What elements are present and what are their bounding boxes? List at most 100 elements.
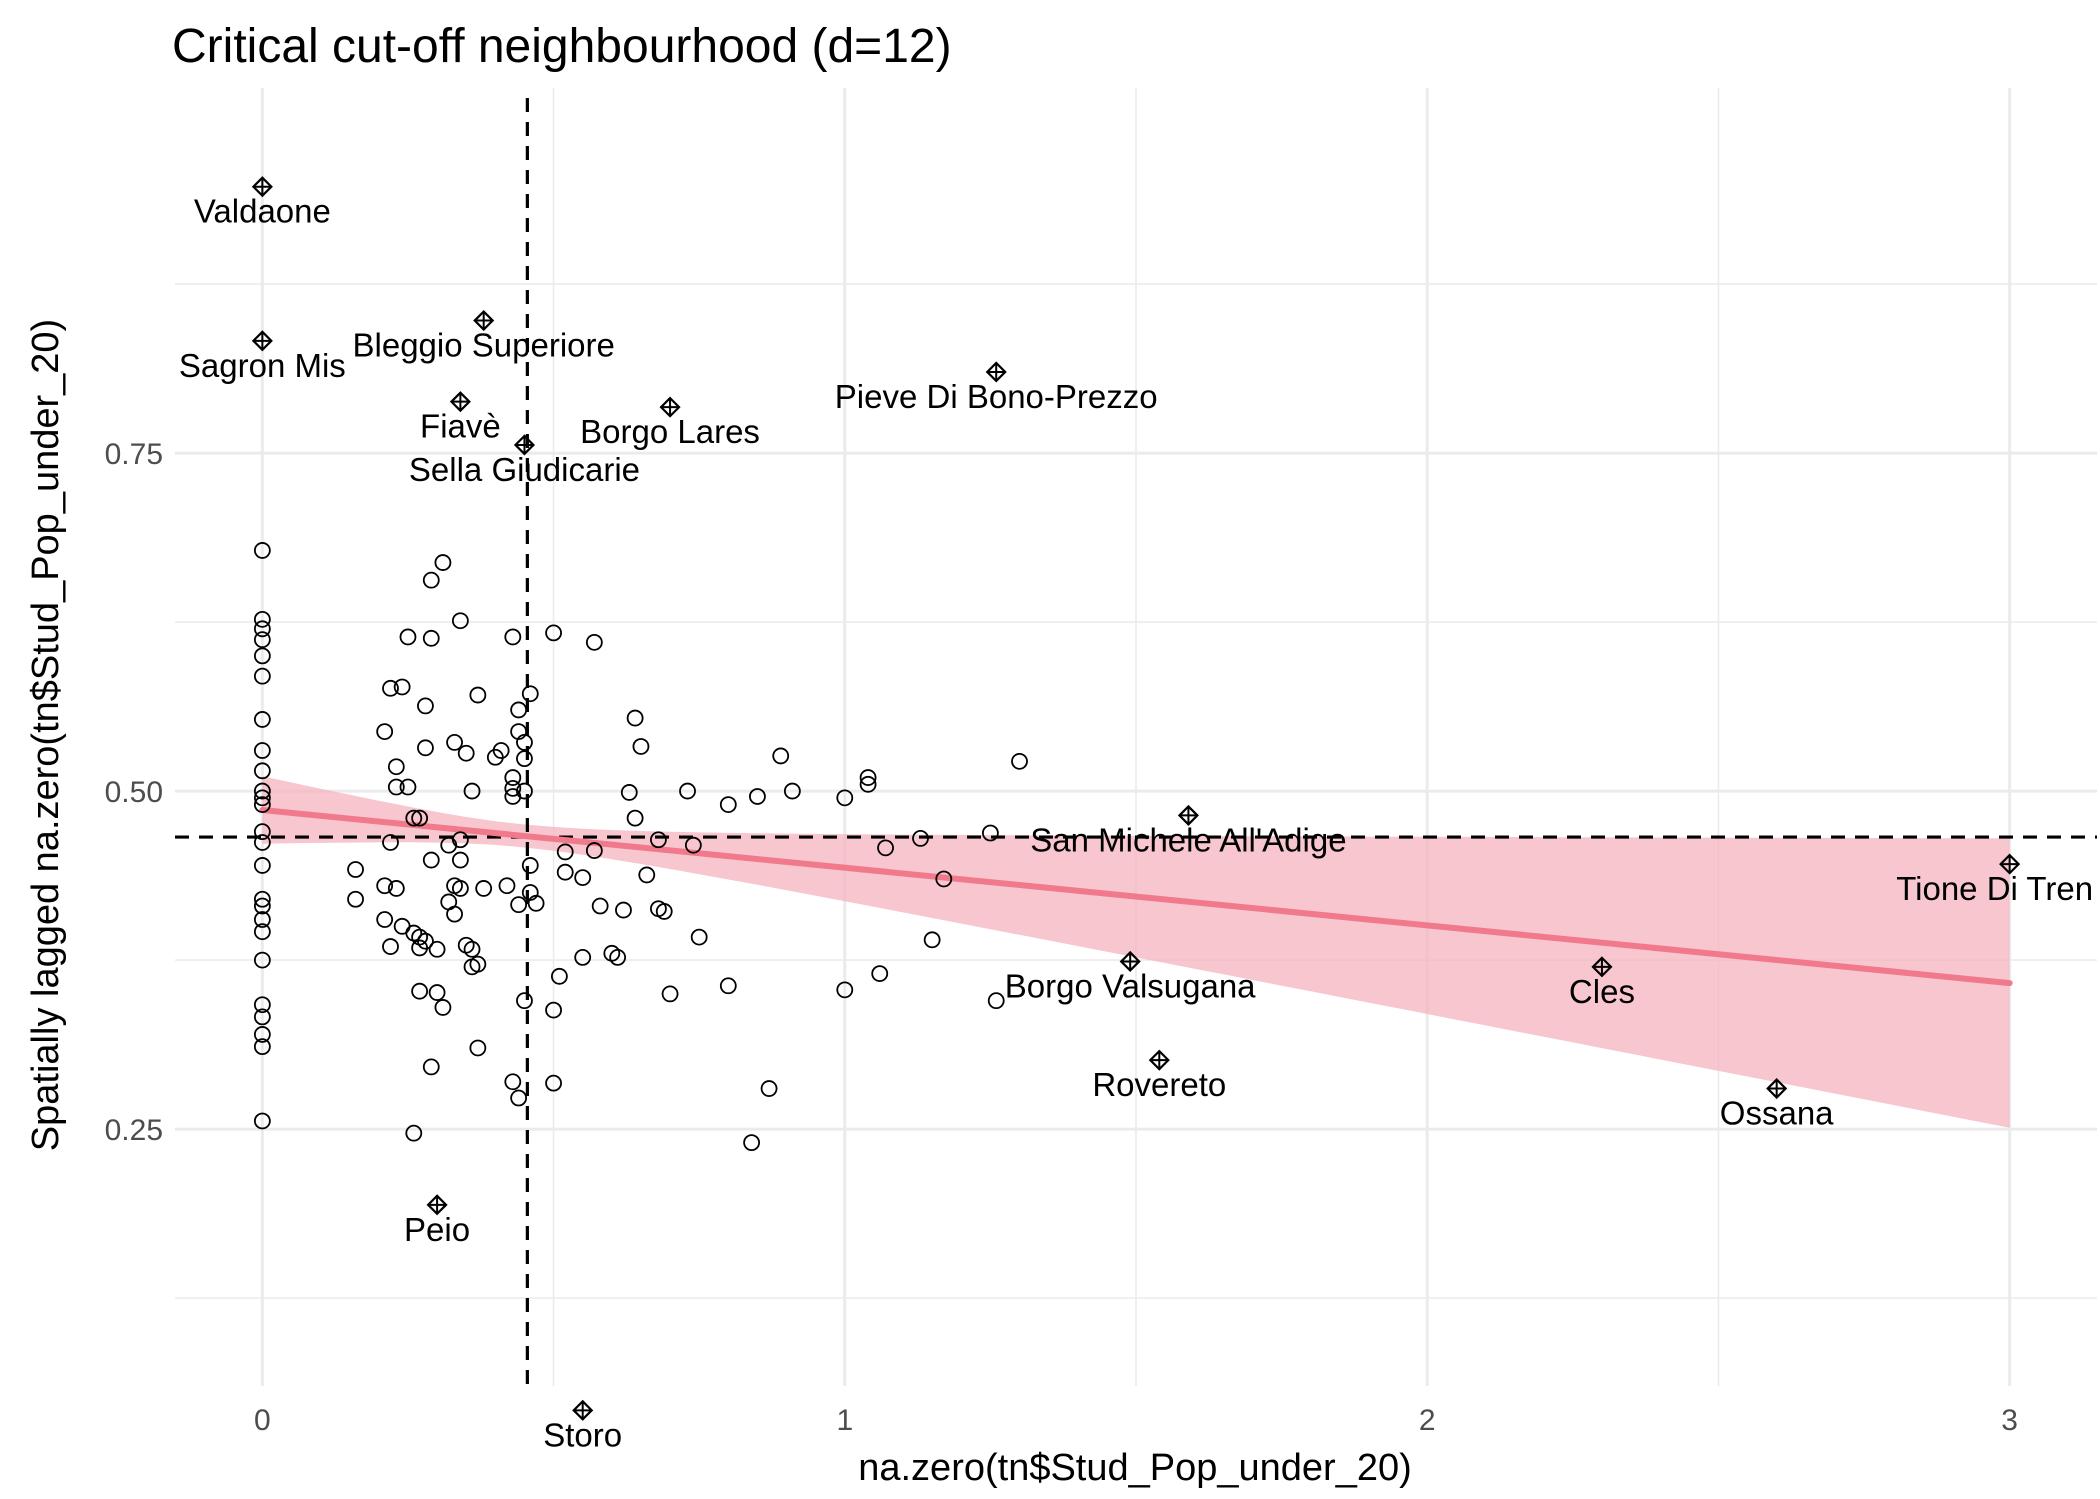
data-point bbox=[609, 948, 627, 966]
data-point bbox=[510, 701, 528, 719]
point-label: Valdaone bbox=[194, 193, 331, 230]
data-point bbox=[504, 1073, 522, 1091]
influential-point bbox=[251, 176, 273, 198]
data-point bbox=[877, 839, 894, 857]
data-point bbox=[382, 938, 399, 955]
data-point bbox=[772, 747, 790, 765]
data-point bbox=[457, 744, 475, 762]
point-label: Borgo Valsugana bbox=[1005, 967, 1256, 1004]
data-point bbox=[422, 571, 440, 589]
data-point bbox=[679, 782, 696, 800]
regression-line bbox=[259, 807, 2013, 987]
data-point bbox=[556, 843, 574, 861]
data-point bbox=[684, 836, 702, 854]
data-point bbox=[661, 985, 679, 1003]
data-point bbox=[253, 789, 271, 807]
data-point bbox=[253, 742, 271, 759]
data-point bbox=[422, 851, 440, 869]
data-point bbox=[463, 782, 481, 800]
data-point bbox=[545, 1074, 562, 1092]
influential-point bbox=[1148, 1049, 1170, 1071]
influential-point bbox=[1591, 956, 1613, 978]
data-point bbox=[615, 901, 632, 919]
influential-point bbox=[985, 361, 1007, 383]
data-point bbox=[498, 877, 516, 895]
data-point bbox=[253, 923, 271, 941]
data-point bbox=[411, 809, 429, 827]
data-point bbox=[399, 778, 417, 796]
data-point bbox=[871, 965, 889, 983]
data-point bbox=[504, 628, 522, 646]
data-point bbox=[912, 830, 929, 847]
data-point bbox=[253, 911, 271, 928]
data-point bbox=[574, 869, 592, 887]
point-label: Storo bbox=[543, 1416, 622, 1453]
fit-line-layer bbox=[259, 807, 2013, 987]
data-point bbox=[585, 842, 603, 859]
data-point bbox=[655, 903, 673, 920]
data-point bbox=[253, 762, 271, 780]
data-point bbox=[510, 1089, 528, 1107]
data-point bbox=[387, 758, 405, 776]
x-axis-ticks: 0 1 2 3 bbox=[254, 1404, 2018, 1437]
confidence-band bbox=[262, 776, 2010, 1128]
influential-point bbox=[251, 330, 273, 352]
point-label: Borgo Lares bbox=[580, 413, 760, 450]
data-point bbox=[620, 784, 638, 801]
data-point bbox=[376, 911, 394, 928]
confidence-band-layer bbox=[262, 776, 2010, 1128]
data-point bbox=[382, 834, 399, 851]
data-point bbox=[451, 831, 469, 849]
data-point bbox=[1011, 752, 1028, 770]
influential-point bbox=[473, 310, 495, 332]
data-point bbox=[492, 742, 510, 759]
y-tick-label: 0.50 bbox=[105, 776, 163, 809]
data-point bbox=[405, 809, 423, 827]
data-point bbox=[469, 1039, 487, 1057]
data-point bbox=[428, 984, 446, 1001]
data-point bbox=[516, 992, 533, 1010]
y-tick-label: 0.25 bbox=[105, 1114, 163, 1147]
point-label: Pieve Di Bono-Prezzo bbox=[835, 378, 1158, 415]
influential-point bbox=[1999, 853, 2021, 875]
data-point bbox=[417, 932, 434, 950]
data-point bbox=[451, 612, 469, 630]
data-point bbox=[253, 647, 271, 665]
data-point bbox=[446, 734, 463, 751]
data-point bbox=[504, 779, 522, 797]
grid-lines bbox=[175, 88, 2097, 1386]
data-point bbox=[347, 890, 364, 908]
data-point bbox=[399, 628, 417, 646]
data-point bbox=[923, 931, 941, 949]
data-point bbox=[719, 796, 737, 814]
data-point bbox=[836, 981, 854, 999]
data-point bbox=[411, 982, 429, 1000]
data-point bbox=[545, 1001, 562, 1019]
point-label: Peio bbox=[404, 1211, 470, 1248]
data-point bbox=[376, 877, 394, 895]
data-point bbox=[428, 940, 446, 958]
data-point bbox=[638, 866, 656, 884]
data-point bbox=[516, 782, 533, 800]
data-point bbox=[556, 863, 574, 881]
point-label: Bleggio Superiore bbox=[353, 327, 615, 364]
data-point bbox=[422, 629, 440, 647]
data-point bbox=[253, 897, 271, 915]
data-point bbox=[451, 880, 469, 897]
influential-point bbox=[426, 1194, 448, 1216]
data-point bbox=[376, 723, 394, 740]
data-point bbox=[253, 796, 271, 814]
data-point bbox=[783, 782, 801, 800]
data-point bbox=[393, 678, 411, 696]
data-point bbox=[253, 823, 271, 841]
point-label: Rovereto bbox=[1092, 1066, 1226, 1103]
x-tick-label: 3 bbox=[2001, 1404, 2018, 1437]
point-label: San Michele All'Adige bbox=[1030, 821, 1346, 858]
data-point bbox=[253, 782, 271, 800]
data-point bbox=[545, 624, 562, 642]
data-point bbox=[626, 809, 644, 827]
data-point bbox=[434, 999, 452, 1016]
data-point bbox=[650, 831, 667, 849]
influential-point bbox=[659, 396, 681, 418]
